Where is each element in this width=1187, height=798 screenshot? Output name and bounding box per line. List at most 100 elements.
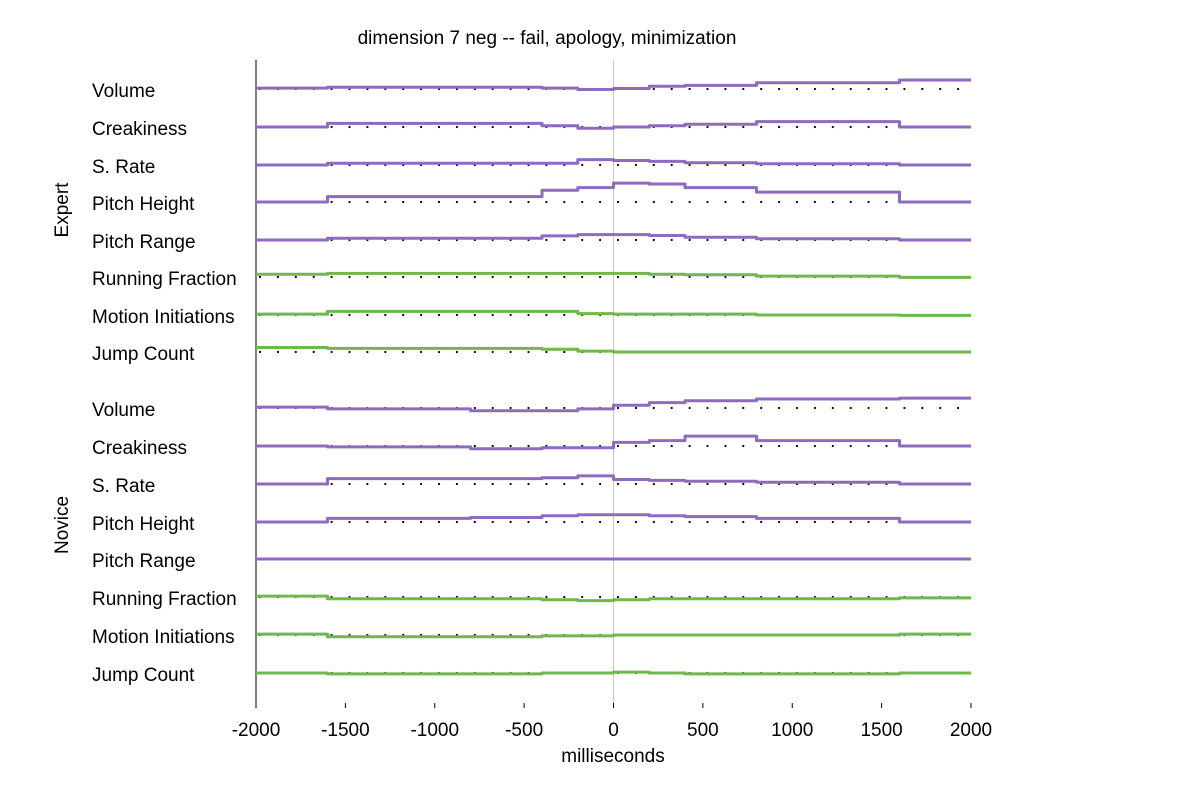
baseline-dot xyxy=(402,275,405,279)
baseline-dot xyxy=(813,520,817,524)
baseline-dot xyxy=(581,238,584,242)
baseline-dot xyxy=(760,444,763,448)
baseline-dot xyxy=(652,444,655,448)
baseline-dot xyxy=(384,275,387,279)
baseline-dot xyxy=(545,595,548,599)
series-line xyxy=(256,158,971,167)
baseline-dot xyxy=(581,595,584,599)
baseline-dot xyxy=(491,520,494,524)
baseline-dot xyxy=(939,87,942,91)
series-row: Motion Initiations xyxy=(92,627,971,648)
baseline-dot xyxy=(348,125,351,129)
baseline-dot xyxy=(706,87,709,91)
baseline-dot xyxy=(473,406,476,410)
baseline-dot xyxy=(312,350,315,354)
baseline-dot xyxy=(760,125,763,129)
baseline-dot xyxy=(599,163,602,167)
baseline-dot xyxy=(384,313,387,317)
series-row: S. Rate xyxy=(92,157,971,178)
baseline-dot xyxy=(437,482,441,486)
baseline-dot xyxy=(688,125,691,129)
baseline-dot xyxy=(563,595,566,599)
baseline-dot xyxy=(455,275,458,279)
baseline-dot xyxy=(616,163,620,167)
baseline-dot xyxy=(545,200,548,204)
baseline-dot xyxy=(581,200,584,204)
baseline-dot xyxy=(616,595,620,599)
baseline-dot xyxy=(813,125,817,129)
chart-title: dimension 7 neg -- fail, apology, minimi… xyxy=(358,28,737,49)
baseline-dot xyxy=(957,406,960,410)
baseline-dot xyxy=(634,163,638,167)
baseline-dot xyxy=(420,200,423,204)
baseline-dot xyxy=(437,350,441,354)
baseline-dot xyxy=(616,520,620,524)
baseline-dot xyxy=(545,313,548,317)
baseline-dot xyxy=(849,406,852,410)
baseline-dot xyxy=(849,200,852,204)
baseline-dot xyxy=(634,275,638,279)
baseline-dot xyxy=(366,520,369,524)
row-label: Jump Count xyxy=(92,344,195,365)
baseline-dot xyxy=(831,125,834,129)
baseline-dot xyxy=(420,125,423,129)
baseline-dot xyxy=(742,444,745,448)
x-tick-label: 2000 xyxy=(950,720,992,741)
baseline-dot xyxy=(491,275,494,279)
baseline-dot xyxy=(688,238,691,242)
baseline-dot xyxy=(760,200,763,204)
baseline-dot xyxy=(599,520,602,524)
baseline-dot xyxy=(420,350,423,354)
baseline-dot xyxy=(706,275,709,279)
series-row: Jump Count xyxy=(92,344,971,365)
baseline-dot xyxy=(742,275,745,279)
baseline-dot xyxy=(742,406,745,410)
baseline-dot xyxy=(652,520,655,524)
baseline-dot xyxy=(366,482,369,486)
baseline-dot xyxy=(616,444,620,448)
baseline-dot xyxy=(581,482,584,486)
baseline-dot xyxy=(813,406,817,410)
baseline-dot xyxy=(903,406,906,410)
baseline-dot xyxy=(563,406,566,410)
baseline-dot xyxy=(437,520,441,524)
baseline-dot xyxy=(831,200,834,204)
baseline-dot xyxy=(455,350,458,354)
baseline-dot xyxy=(437,313,441,317)
baseline-dot xyxy=(760,406,763,410)
baseline-dot xyxy=(384,125,387,129)
baseline-dot xyxy=(706,125,709,129)
baseline-dot xyxy=(599,595,602,599)
baseline-dot xyxy=(599,275,602,279)
baseline-dot xyxy=(563,482,566,486)
baseline-dot xyxy=(312,275,315,279)
x-axis-label: milliseconds xyxy=(561,746,664,767)
baseline-dot xyxy=(420,520,423,524)
baseline-dot xyxy=(348,482,351,486)
baseline-dot xyxy=(688,200,691,204)
row-label: Running Fraction xyxy=(92,269,237,290)
baseline-dot xyxy=(652,406,655,410)
series-row: Pitch Height xyxy=(92,181,971,215)
baseline-dot xyxy=(581,520,584,524)
baseline-dot xyxy=(778,444,781,448)
baseline-dot xyxy=(509,275,512,279)
baseline-dot xyxy=(652,87,655,91)
baseline-dot xyxy=(581,275,584,279)
baseline-dot xyxy=(330,125,333,129)
baseline-dot xyxy=(366,275,369,279)
series-line xyxy=(256,474,971,486)
baseline-dot xyxy=(867,406,870,410)
baseline-dot xyxy=(652,200,655,204)
group-label: Novice xyxy=(52,496,73,554)
baseline-dot xyxy=(402,200,405,204)
series-line xyxy=(256,233,971,242)
baseline-dot xyxy=(849,520,852,524)
baseline-dot xyxy=(849,87,852,91)
baseline-dot xyxy=(724,163,727,167)
baseline-dot xyxy=(527,444,530,448)
baseline-dot xyxy=(742,238,745,242)
baseline-dot xyxy=(509,125,512,129)
baseline-dot xyxy=(527,313,530,317)
series-row: Pitch Range xyxy=(92,232,971,253)
